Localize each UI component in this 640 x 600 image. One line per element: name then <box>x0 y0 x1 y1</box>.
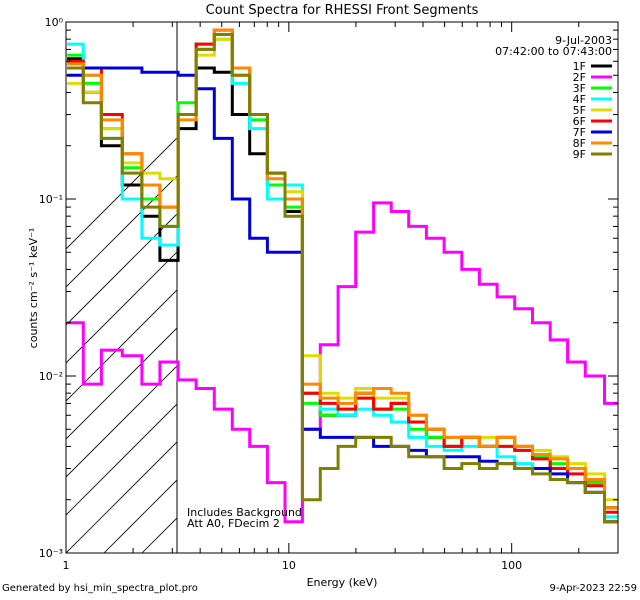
series-line-1f <box>67 57 618 510</box>
annotation-attenuator: Att A0, FDecim 2 <box>187 517 280 530</box>
x-tick-labels: 1 10 100 <box>63 559 523 572</box>
series-line-4f <box>67 37 618 519</box>
hatch-line <box>66 175 177 288</box>
x-tick-label: 1 <box>63 559 70 572</box>
y-axis-label: counts cm⁻² s⁻¹ keV⁻¹ <box>27 228 40 349</box>
chart-title: Count Spectra for RHESSI Front Segments <box>206 3 479 18</box>
hatch-line <box>66 365 177 478</box>
legend-label-7f: 7F <box>573 126 586 139</box>
x-axis-label: Energy (keV) <box>307 576 378 589</box>
hatch-line <box>66 403 177 516</box>
legend-date: 9-Jul-2003 <box>555 34 612 47</box>
series-line-7f <box>67 66 618 524</box>
y-tick-label: 10⁻² <box>39 370 63 383</box>
legend-label-1f: 1F <box>573 60 586 73</box>
axis-ticks <box>65 21 619 554</box>
series-line-6f <box>67 28 618 514</box>
y-tick-label: 10⁻³ <box>39 547 63 560</box>
x-tick-label: 100 <box>501 559 522 572</box>
hatch-line <box>66 251 177 364</box>
hatch-line <box>636 22 640 553</box>
legend-label-6f: 6F <box>573 115 586 128</box>
hatched-region <box>66 22 640 553</box>
hatch-line <box>66 213 177 326</box>
y-tick-label: 10⁻¹ <box>39 193 63 206</box>
hatch-line <box>66 441 177 553</box>
annotation-background: Includes Background <box>187 506 302 519</box>
series-lines <box>67 28 618 524</box>
legend-label-2f: 2F <box>573 71 586 84</box>
hatch-line <box>66 289 177 402</box>
legend-label-9f: 9F <box>573 148 586 161</box>
y-tick-labels: 10⁰ 10⁻¹ 10⁻² 10⁻³ <box>39 16 64 560</box>
legend-time-range: 07:42:00 to 07:43:00 <box>495 45 612 58</box>
plot-frame <box>65 21 619 554</box>
series-line-9f <box>67 33 618 524</box>
footer-generated-by: Generated by hsi_min_spectra_plot.pro <box>2 583 198 594</box>
legend-label-8f: 8F <box>573 137 586 150</box>
y-tick-label: 10⁰ <box>45 16 64 29</box>
legend-label-5f: 5F <box>573 104 586 117</box>
x-tick-label: 10 <box>282 559 296 572</box>
legend-label-3f: 3F <box>573 82 586 95</box>
legend-label-4f: 4F <box>573 93 586 106</box>
series-line-2f <box>67 201 618 524</box>
hatch-line <box>66 327 177 440</box>
footer-timestamp: 9-Apr-2023 22:59 <box>549 583 637 594</box>
